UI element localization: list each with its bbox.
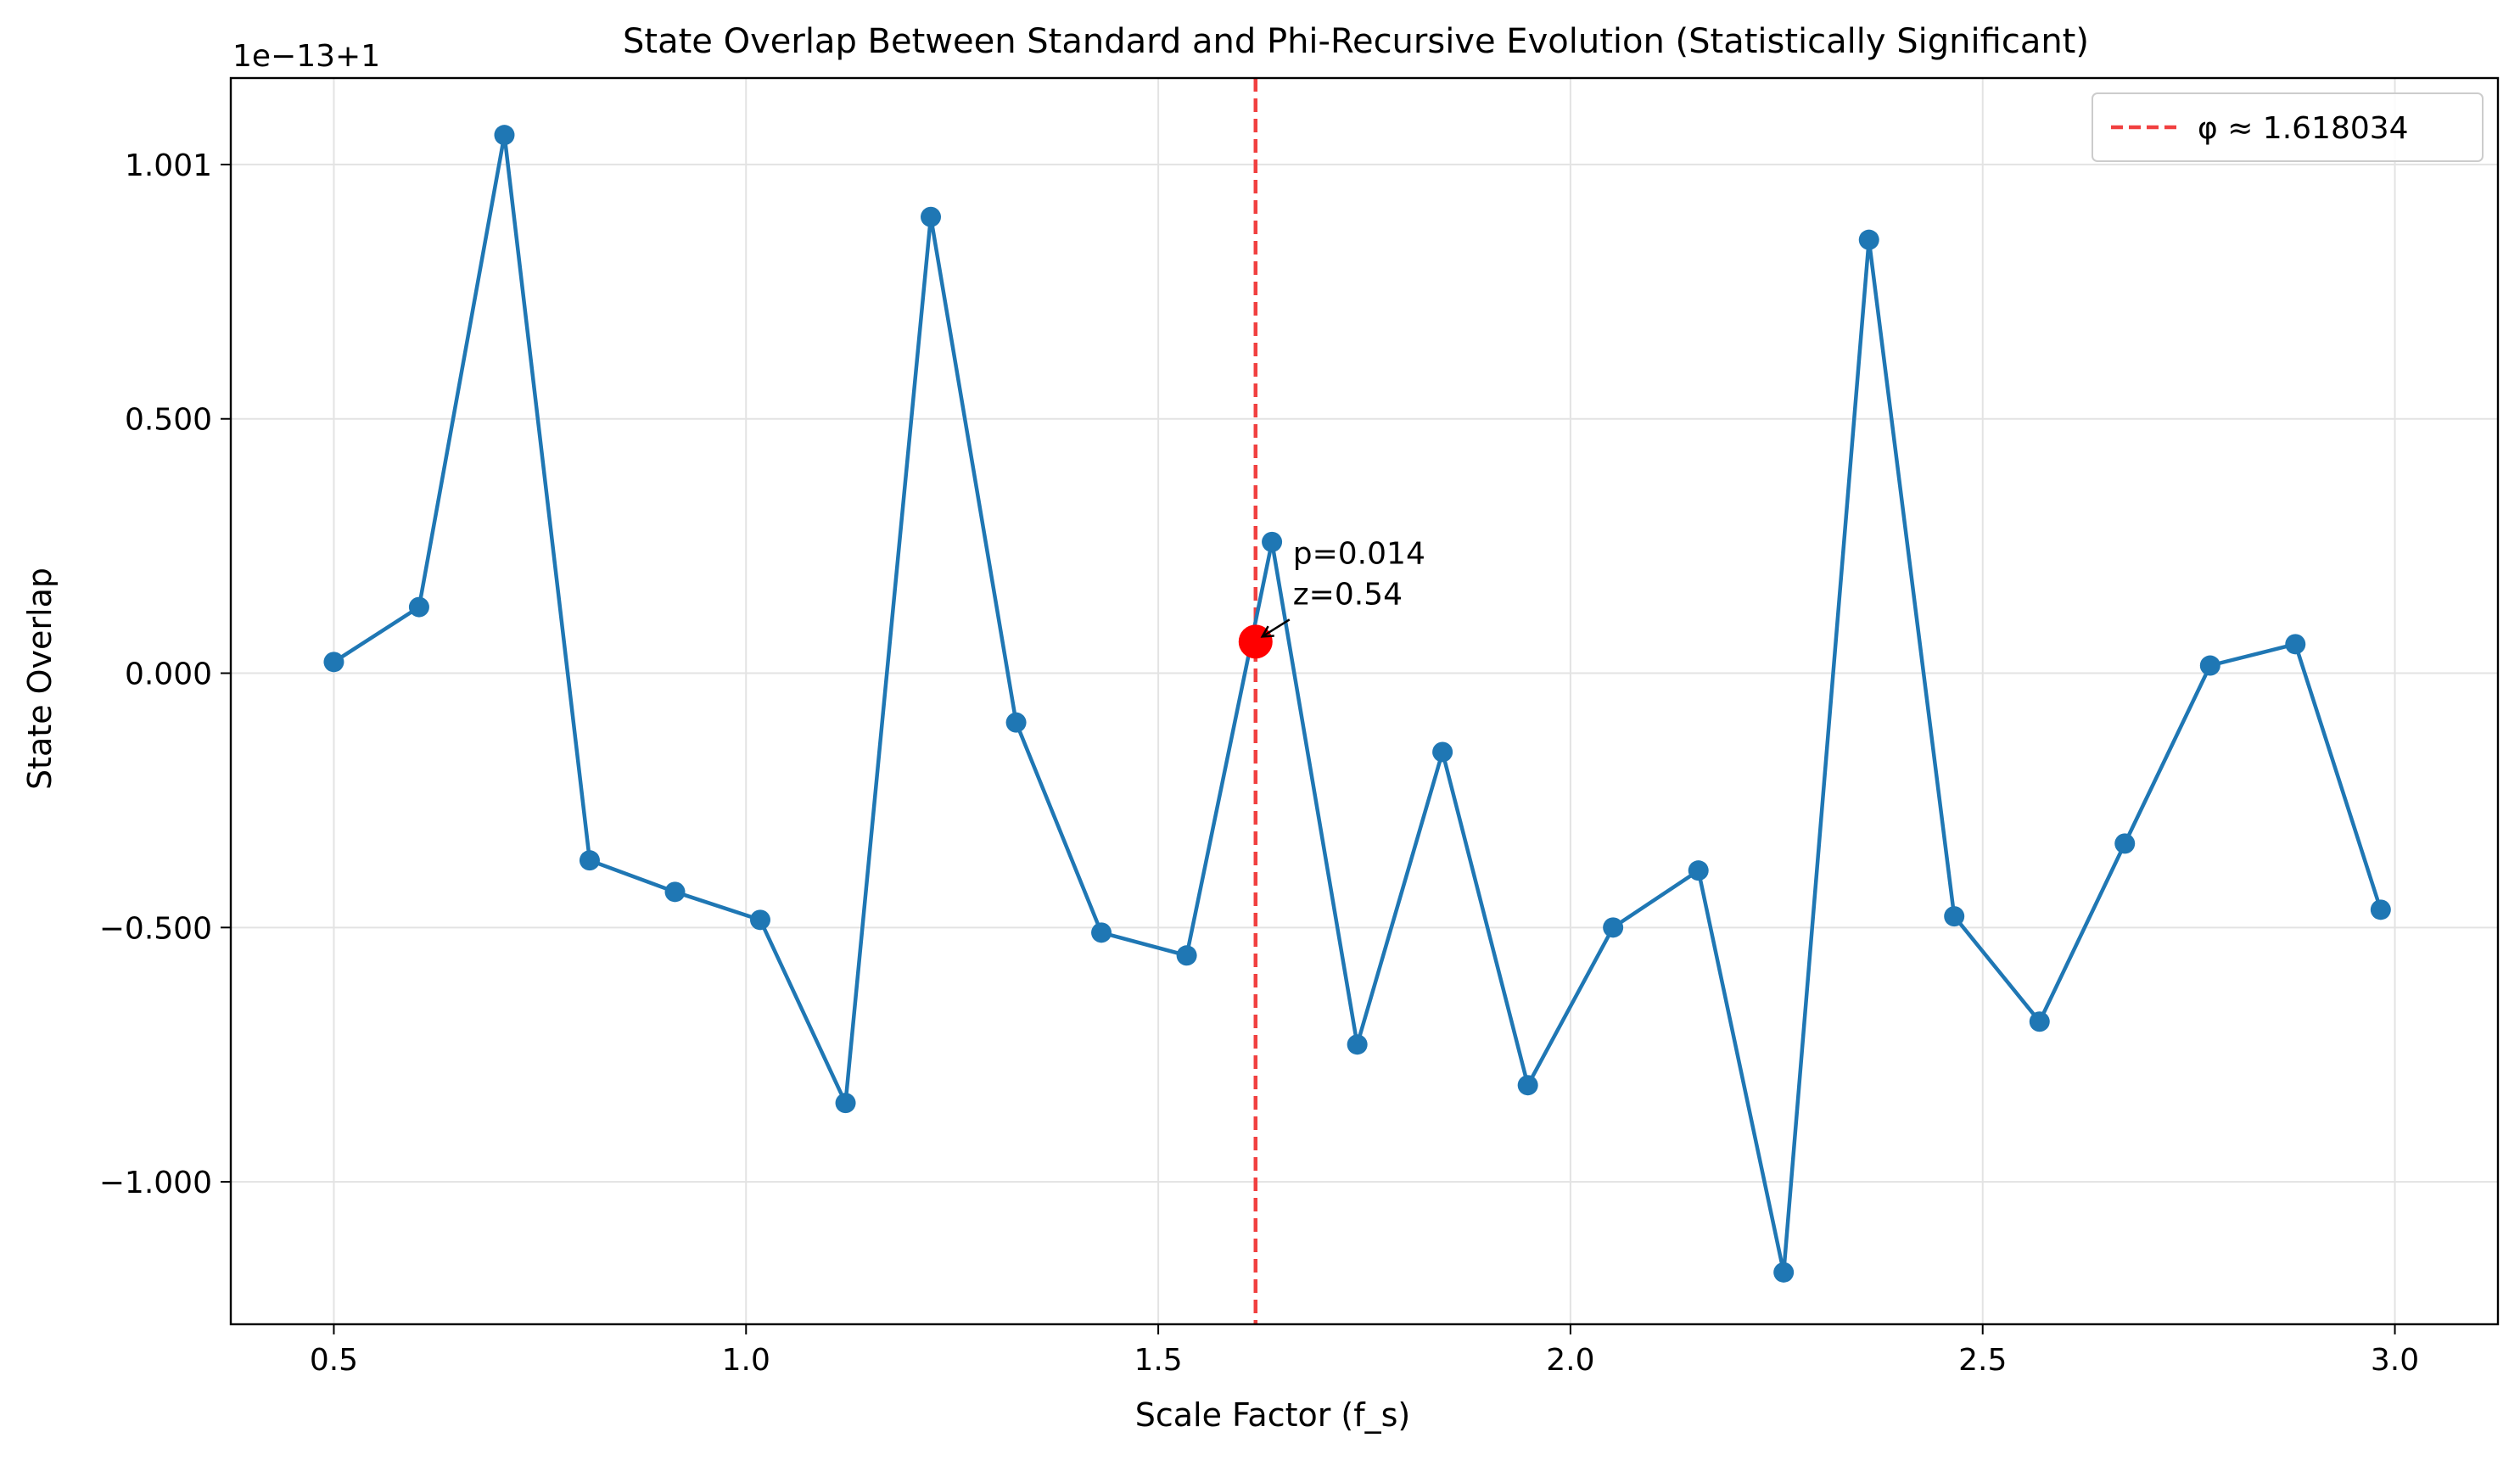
data-point — [1603, 917, 1624, 938]
x-tick-label: 0.5 — [310, 1343, 358, 1378]
y-axis-offset-label: 1e−13+1 — [232, 39, 380, 74]
x-tick-label: 1.5 — [1134, 1343, 1182, 1378]
data-point — [1858, 229, 1879, 250]
x-tick-label: 2.5 — [1958, 1343, 2007, 1378]
data-point — [1005, 712, 1027, 733]
data-point — [1091, 922, 1112, 943]
data-point — [835, 1093, 856, 1114]
annotation-p-value: p=0.014 — [1293, 536, 1425, 571]
y-tick-label: 0.500 — [125, 403, 212, 438]
data-point — [2114, 833, 2136, 854]
y-axis-label: State Overlap — [21, 568, 59, 790]
x-axis-label: Scale Factor (f_s) — [1135, 1396, 1411, 1434]
data-point — [2029, 1011, 2050, 1032]
data-point — [749, 909, 770, 931]
plot-frame — [229, 76, 2500, 1326]
data-point — [1773, 1261, 1795, 1283]
data-point — [1432, 741, 1453, 763]
x-tick-label: 2.0 — [1546, 1343, 1594, 1378]
data-point — [2199, 655, 2220, 676]
legend: φ ≈ 1.618034 — [2092, 92, 2484, 162]
data-point — [408, 596, 429, 618]
x-tick-label: 3.0 — [2371, 1343, 2419, 1378]
data-point — [1688, 860, 1709, 881]
x-tick-label: 1.0 — [722, 1343, 770, 1378]
annotation: p=0.014 z=0.54 — [1260, 536, 1425, 638]
data-point — [921, 206, 942, 227]
data-point — [1347, 1034, 1368, 1055]
data-point — [2370, 899, 2391, 920]
axis-ticks: 0.5 1.0 1.5 2.0 2.5 3.0 1.001 0.500 0.000 −0.500 −… — [99, 148, 2419, 1378]
highlight-point — [1238, 624, 1273, 659]
highlight-layer — [1238, 624, 1273, 659]
y-tick-label: −1.000 — [99, 1166, 212, 1200]
series-layer — [323, 125, 2391, 1283]
data-point — [323, 652, 344, 673]
y-tick-label: 0.000 — [125, 657, 212, 692]
legend-box — [2092, 92, 2484, 162]
y-tick-label: 1.001 — [125, 148, 212, 183]
legend-label-phi: φ ≈ 1.618034 — [2198, 111, 2409, 146]
y-tick-label: −0.500 — [99, 911, 212, 946]
annotation-arrow-head — [1260, 625, 1274, 638]
data-point — [1176, 945, 1197, 966]
data-point — [1517, 1075, 1538, 1096]
annotation-z-score: z=0.54 — [1293, 577, 1403, 612]
data-point — [1944, 906, 1965, 927]
annotation-arrow-shaft — [1262, 618, 1291, 638]
data-point — [2285, 634, 2306, 655]
grid — [231, 78, 2498, 1324]
data-point — [494, 125, 515, 146]
data-point — [1262, 531, 1283, 552]
data-point — [664, 881, 686, 903]
data-point — [579, 850, 600, 871]
chart-title: State Overlap Between Standard and Phi-R… — [623, 22, 2089, 61]
